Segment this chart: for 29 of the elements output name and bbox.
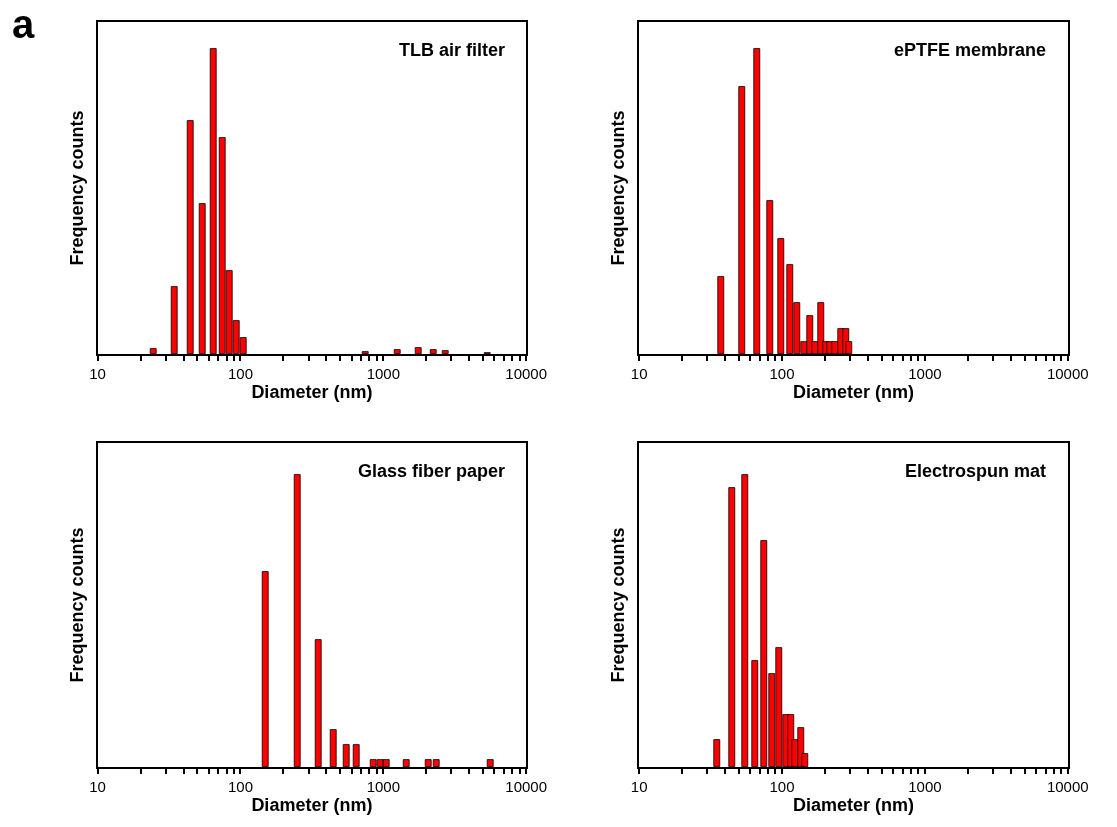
x-tick-label: 1000 <box>366 777 401 795</box>
x-tick-label: 100 <box>227 364 253 382</box>
x-tick-label: 10 <box>630 777 648 795</box>
x-axis-title: Diameter (nm) <box>792 381 914 402</box>
x-tick-label: 10000 <box>1046 364 1089 382</box>
x-tick-label: 10 <box>89 364 106 382</box>
y-axis-title: Frequency counts <box>608 527 629 683</box>
x-axis-title: Diameter (nm) <box>251 794 373 815</box>
y-axis-title: Frequency counts <box>66 527 87 683</box>
text: a <box>12 2 35 46</box>
chart-title: Glass fiber paper <box>358 461 506 481</box>
x-tick-label: 100 <box>769 364 795 382</box>
x-tick-label: 10 <box>630 364 648 382</box>
x-tick-label: 10000 <box>505 777 548 795</box>
x-tick-label: 1000 <box>366 364 401 382</box>
y-axis-title: Frequency counts <box>66 110 87 266</box>
chart-title: TLB air filter <box>399 40 506 60</box>
x-tick-label: 100 <box>227 777 253 795</box>
x-tick-label: 100 <box>769 777 795 795</box>
x-axis-title: Diameter (nm) <box>251 381 373 402</box>
x-tick-label: 1000 <box>908 364 942 382</box>
x-tick-label: 10 <box>89 777 106 795</box>
x-axis-title: Diameter (nm) <box>792 794 914 815</box>
x-tick-label: 1000 <box>908 777 942 795</box>
y-axis-title: Frequency counts <box>608 110 629 266</box>
x-tick-label: 10000 <box>1046 777 1089 795</box>
x-tick-label: 10000 <box>505 364 548 382</box>
chart-title: Electrospun mat <box>905 461 1047 481</box>
chart-title: ePTFE membrane <box>894 40 1047 60</box>
